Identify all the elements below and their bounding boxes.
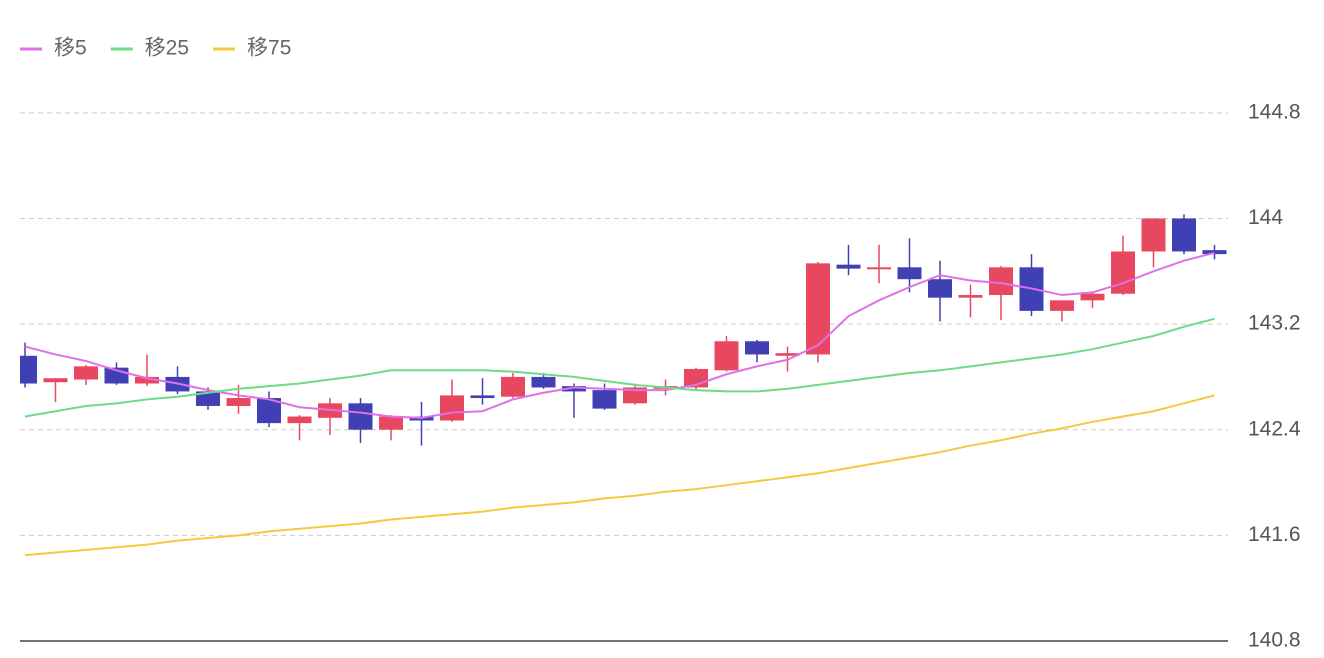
legend-label: 移5 bbox=[54, 37, 87, 60]
candle-body bbox=[1202, 250, 1227, 255]
candle-body bbox=[592, 390, 617, 409]
legend-label: 移75 bbox=[247, 37, 291, 60]
candle-body bbox=[562, 386, 586, 392]
candle-body bbox=[470, 395, 495, 399]
candle-body bbox=[623, 387, 647, 404]
y-tick-label: 144.8 bbox=[1248, 100, 1301, 123]
y-tick-label: 142.4 bbox=[1248, 417, 1301, 440]
y-tick-label: 140.8 bbox=[1248, 629, 1301, 652]
candle-body bbox=[928, 279, 952, 298]
candle-body bbox=[806, 263, 830, 355]
candle-body bbox=[348, 403, 373, 430]
candle-body bbox=[867, 267, 891, 270]
candle-body bbox=[20, 355, 37, 384]
candle-body bbox=[1172, 218, 1196, 252]
candle-body bbox=[714, 341, 739, 371]
moving-average-line bbox=[24, 317, 1215, 418]
moving-average-line bbox=[24, 251, 1215, 419]
candle-body bbox=[989, 267, 1013, 296]
candle-body bbox=[43, 378, 68, 383]
candle-body bbox=[1141, 218, 1166, 252]
candle-body bbox=[745, 341, 769, 355]
candle-body bbox=[1050, 300, 1074, 311]
candle-body bbox=[1080, 293, 1105, 301]
candle-body bbox=[287, 416, 312, 424]
candle-body bbox=[226, 398, 251, 406]
y-tick-label: 141.6 bbox=[1248, 523, 1301, 546]
candle-body bbox=[1111, 251, 1135, 294]
candle-body bbox=[379, 416, 403, 430]
candle-body bbox=[897, 267, 922, 280]
candle-body bbox=[531, 376, 556, 388]
candle-body bbox=[958, 295, 983, 298]
legend-label: 移25 bbox=[145, 37, 189, 60]
candle-body bbox=[836, 264, 861, 269]
candle-body bbox=[196, 391, 220, 406]
plot-area bbox=[20, 214, 1227, 557]
moving-average-line bbox=[24, 394, 1215, 557]
candle-body bbox=[501, 376, 525, 397]
candle-body bbox=[775, 353, 800, 356]
y-tick-label: 143.2 bbox=[1248, 312, 1301, 335]
y-tick-label: 144 bbox=[1248, 206, 1283, 229]
candle-body bbox=[74, 366, 98, 380]
candle-body bbox=[440, 395, 464, 421]
candle-body bbox=[135, 376, 159, 384]
